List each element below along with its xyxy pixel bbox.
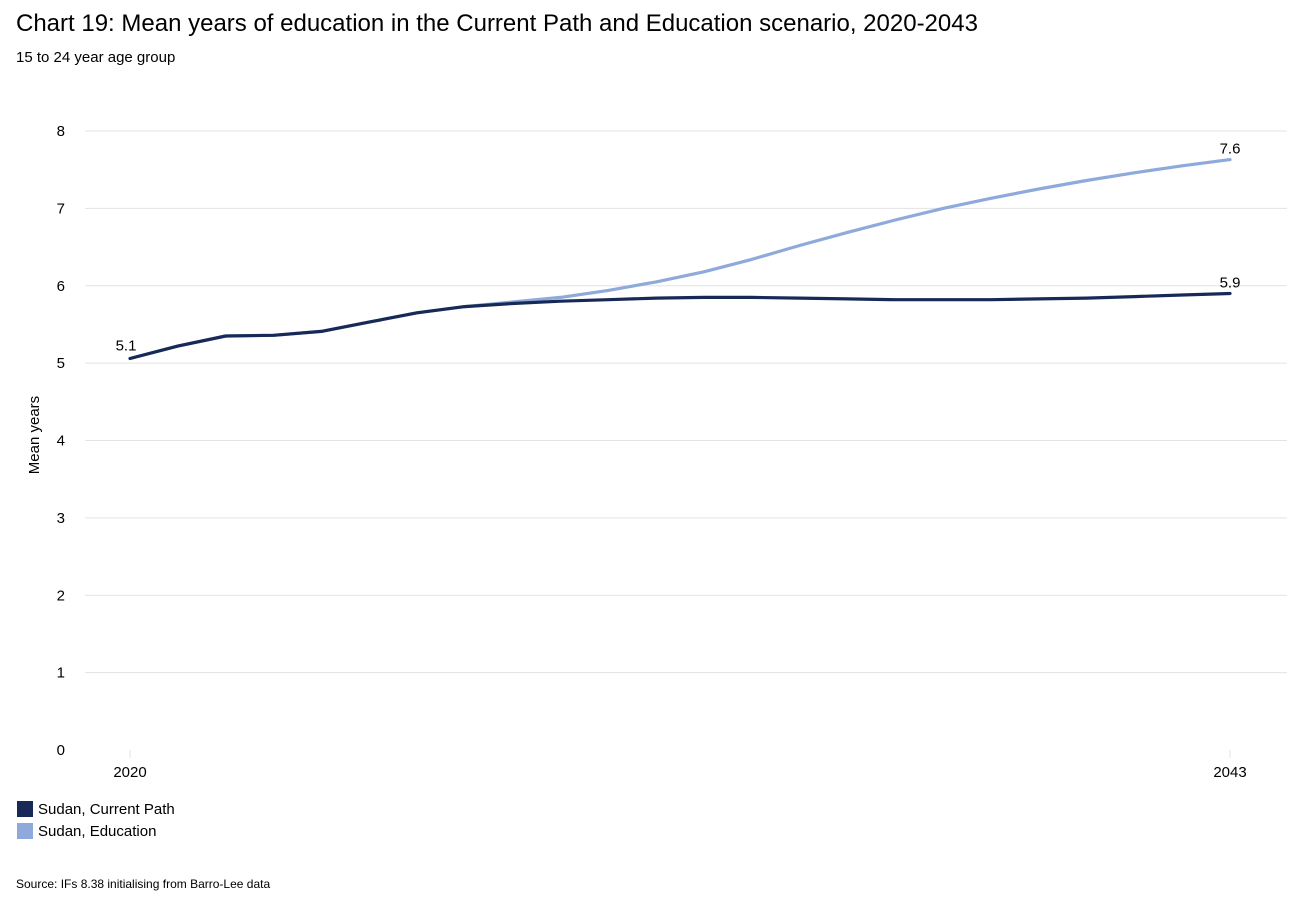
x-tick-label: 2043 <box>1213 764 1246 781</box>
source-note: Source: IFs 8.38 initialising from Barro… <box>16 877 271 891</box>
chart-title: Chart 19: Mean years of education in the… <box>16 10 978 37</box>
y-tick-label: 0 <box>57 742 65 759</box>
axes: Mean years 0 1 2 3 4 5 6 7 8 2020 2043 <box>26 123 1247 781</box>
series-lines <box>128 158 1232 361</box>
y-tick-label: 6 <box>57 278 65 295</box>
legend-item-current-path[interactable]: Sudan, Current Path <box>17 798 175 820</box>
legend-label-current-path: Sudan, Current Path <box>38 800 175 818</box>
chart-subtitle: 15 to 24 year age group <box>16 49 176 66</box>
y-tick-label: 1 <box>57 665 65 682</box>
data-label: 5.9 <box>1220 274 1241 291</box>
legend-item-education[interactable]: Sudan, Education <box>17 820 175 842</box>
y-tick-label: 8 <box>57 123 65 140</box>
y-tick-label: 2 <box>57 587 65 604</box>
legend-label-education: Sudan, Education <box>38 822 157 840</box>
y-tick-label: 5 <box>57 355 65 372</box>
series-line-education <box>128 158 1232 361</box>
gridlines <box>85 130 1287 674</box>
legend-swatch-education <box>17 823 33 839</box>
series-line-current-path <box>128 291 1232 361</box>
legend: Sudan, Current Path Sudan, Education <box>17 798 175 842</box>
data-label: 7.6 <box>1220 141 1241 158</box>
legend-swatch-current-path <box>17 801 33 817</box>
y-axis-title: Mean years <box>26 396 43 474</box>
x-tick-label: 2020 <box>113 764 146 781</box>
data-label: 5.1 <box>116 337 137 354</box>
data-labels: 5.1 5.9 7.6 <box>116 141 1241 355</box>
y-tick-label: 4 <box>57 433 65 450</box>
y-tick-label: 7 <box>57 200 65 217</box>
y-tick-label: 3 <box>57 510 65 527</box>
